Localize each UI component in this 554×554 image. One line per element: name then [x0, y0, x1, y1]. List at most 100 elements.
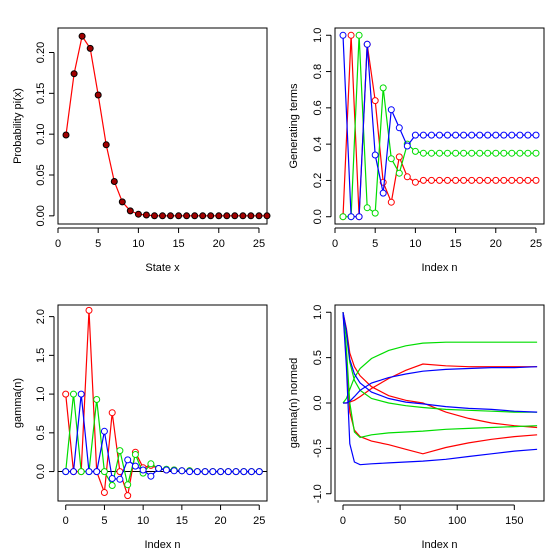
data-point: [468, 131, 476, 139]
data-point: [239, 212, 247, 220]
data-point: [231, 212, 239, 220]
x-tick-label: 5: [101, 515, 107, 527]
data-point: [468, 176, 476, 184]
data-point: [500, 149, 508, 157]
x-axis-title: Index n: [144, 539, 180, 551]
series-line: [342, 312, 538, 439]
x-tick-label: 25: [253, 515, 265, 527]
data-point: [232, 468, 240, 476]
x-tick-label: 0: [340, 515, 346, 527]
data-point: [223, 212, 231, 220]
data-point: [118, 198, 126, 206]
x-tick-label: 10: [137, 515, 149, 527]
y-tick-label: 0.8: [312, 64, 324, 79]
plot-frame: [334, 304, 545, 502]
data-point: [147, 472, 155, 480]
data-point: [411, 147, 419, 155]
data-point: [100, 468, 108, 476]
series-line: [342, 341, 538, 404]
data-point: [363, 40, 371, 48]
data-point: [70, 390, 77, 398]
y-tick-label: 0.00: [35, 205, 47, 226]
data-point: [77, 390, 85, 398]
y-tick-label: 0.5: [312, 350, 324, 365]
data-point: [500, 131, 508, 139]
data-point: [524, 176, 532, 184]
data-point: [116, 475, 124, 483]
data-point: [108, 475, 116, 482]
x-tick-label: 150: [505, 515, 523, 527]
data-point: [484, 149, 492, 157]
series-line: [342, 312, 538, 413]
data-point: [162, 466, 170, 474]
x-tick-label: 15: [449, 238, 461, 250]
y-axis-title: gamma(n): [12, 378, 24, 428]
x-axis-title: Index n: [421, 262, 457, 274]
data-point: [347, 31, 355, 39]
y-tick-label: 0.10: [35, 123, 47, 144]
data-point: [142, 211, 150, 219]
y-axis-title: gamma(n) normed: [288, 358, 300, 448]
data-point: [85, 306, 93, 314]
data-point: [436, 131, 443, 139]
data-point: [436, 176, 443, 184]
data-point: [155, 465, 163, 472]
x-tick-label: 50: [394, 515, 406, 527]
data-point: [62, 468, 70, 476]
y-tick-label: 0.0: [35, 464, 47, 479]
y-tick-label: 1.5: [35, 348, 47, 363]
x-tick-label: 10: [132, 238, 144, 250]
x-tick-label: 25: [530, 238, 542, 250]
data-point: [255, 212, 263, 220]
data-point: [355, 213, 363, 221]
data-point: [100, 489, 108, 496]
series-line: [343, 35, 536, 218]
data-point: [193, 468, 201, 476]
data-point: [476, 176, 484, 184]
data-point: [178, 467, 186, 475]
x-tick-label: 5: [372, 238, 378, 250]
data-point: [428, 149, 435, 157]
data-point: [78, 32, 86, 40]
data-point: [516, 149, 524, 157]
data-point: [444, 131, 451, 139]
x-axis-title: State x: [145, 262, 180, 274]
y-tick-label: 0.5: [35, 425, 47, 440]
data-point: [452, 131, 460, 139]
data-point: [124, 456, 132, 464]
data-point: [263, 212, 271, 220]
x-tick-label: 25: [253, 238, 265, 250]
y-tick-label: 2.0: [35, 309, 47, 324]
data-point: [419, 131, 427, 139]
data-point: [124, 492, 132, 500]
data-point: [403, 142, 411, 150]
data-point: [452, 176, 460, 184]
data-point: [492, 131, 500, 139]
data-point: [411, 131, 419, 139]
data-point: [476, 149, 484, 157]
y-tick-label: 0.0: [312, 395, 324, 410]
data-point: [500, 176, 508, 184]
data-point: [444, 149, 451, 157]
data-point: [419, 176, 427, 184]
data-point: [94, 91, 102, 99]
y-tick-label: 0.6: [312, 100, 324, 115]
data-point: [217, 468, 225, 476]
data-point: [460, 149, 468, 157]
series-line: [342, 35, 536, 218]
data-point: [209, 468, 217, 476]
data-point: [395, 169, 403, 177]
panel-4: 0 50 100 150 -1.0 -0.5 0.0 0.5 1.0 Index n gamma(n…: [288, 304, 545, 551]
data-point: [460, 176, 468, 184]
data-point: [116, 447, 124, 455]
data-point: [395, 124, 403, 132]
series-line: [343, 363, 538, 404]
data-point: [247, 212, 255, 220]
data-point: [151, 212, 158, 220]
data-point: [62, 131, 70, 139]
x-tick-label: 10: [409, 238, 421, 250]
data-point: [484, 176, 492, 184]
y-axis-title: Probability pi(x): [12, 88, 24, 164]
data-point: [207, 212, 215, 220]
y-tick-label: 0.20: [35, 42, 47, 63]
